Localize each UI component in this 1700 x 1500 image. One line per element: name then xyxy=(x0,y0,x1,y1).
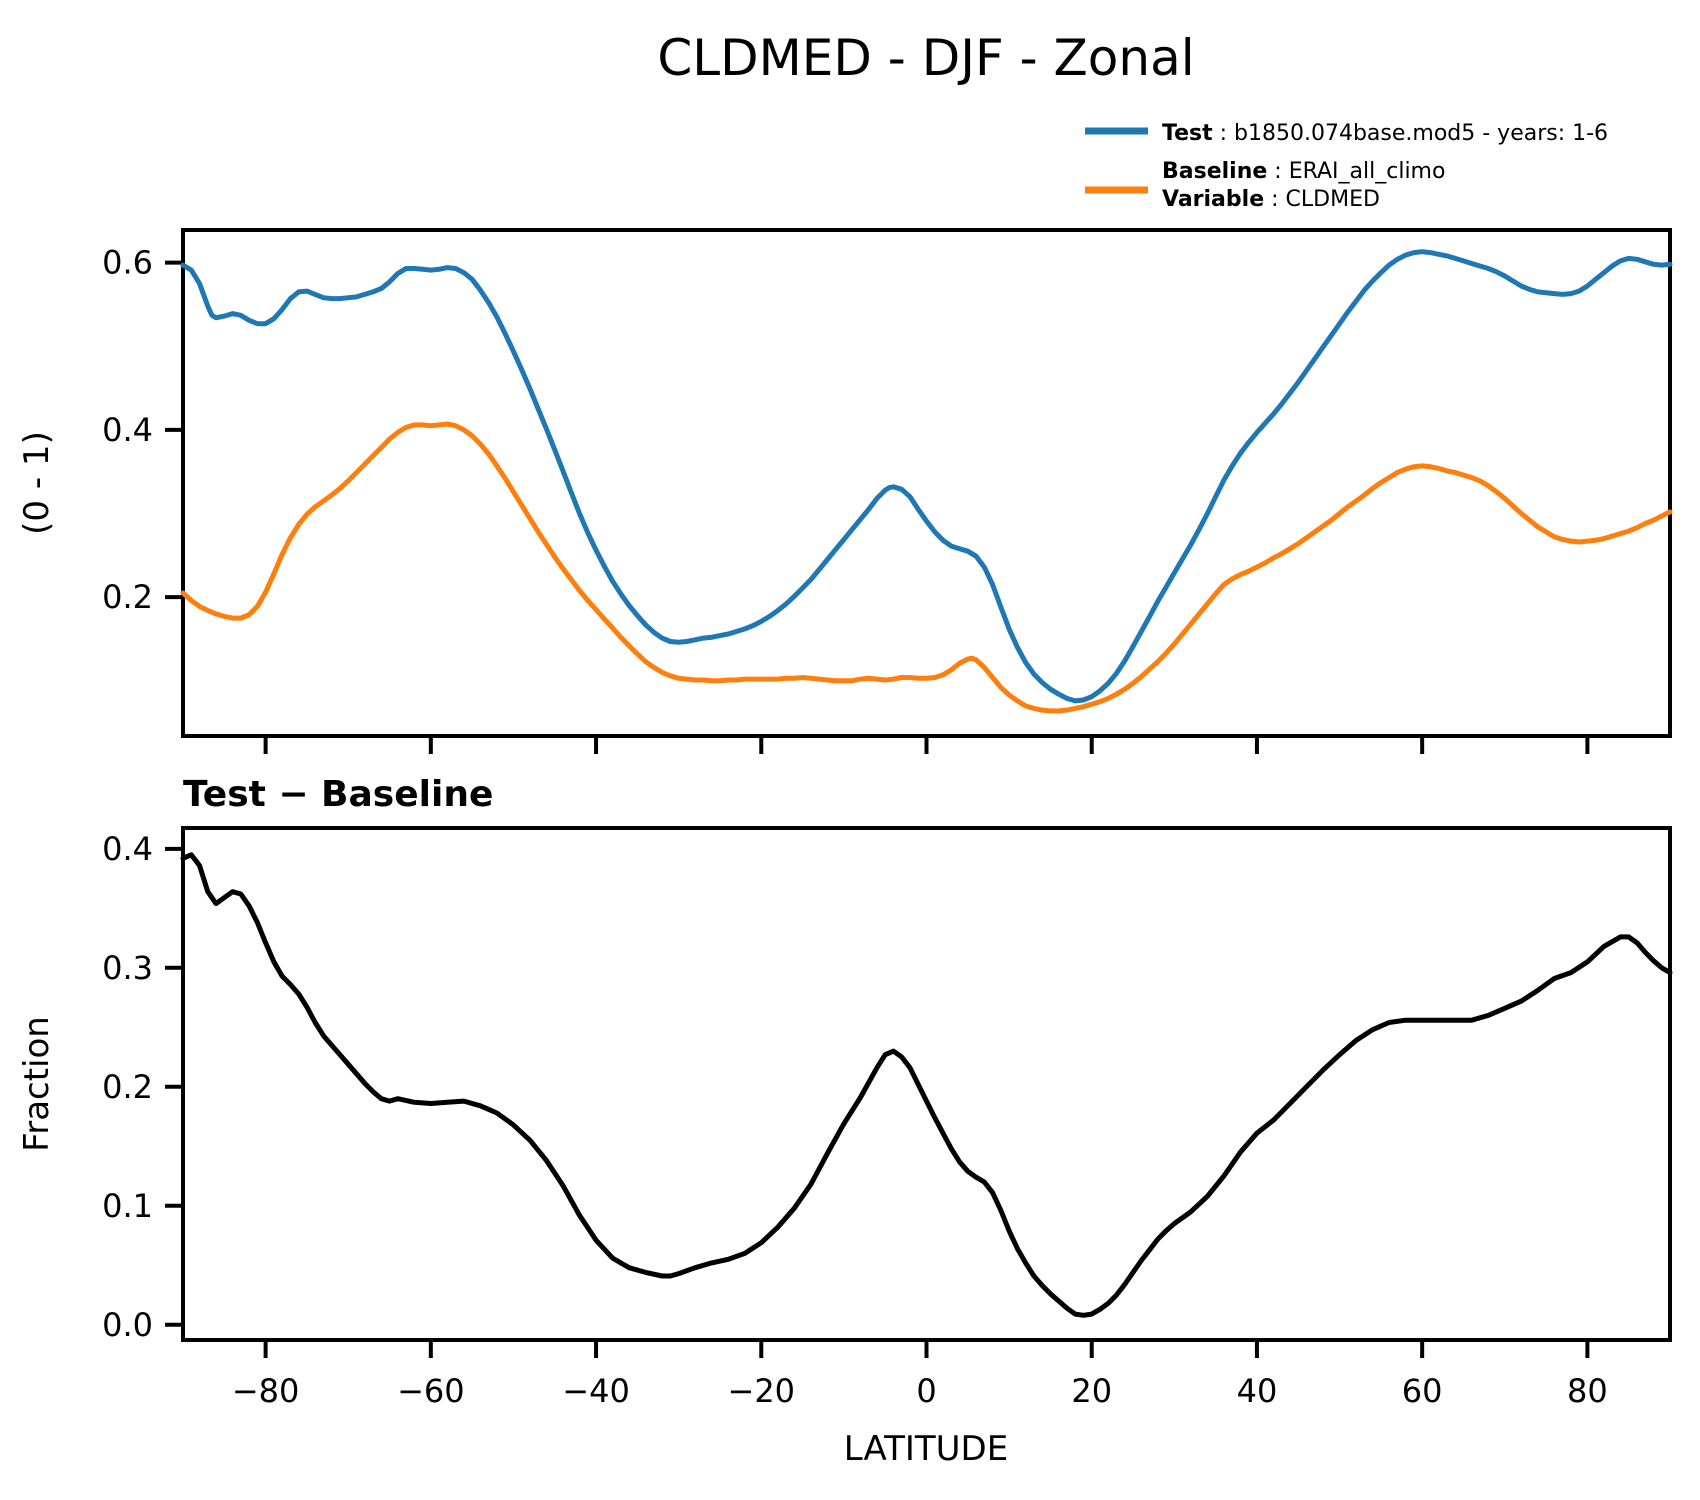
x-axis-label: LATITUDE xyxy=(844,1429,1008,1469)
bottom-y-axis-label: Fraction xyxy=(17,1016,57,1152)
y-tick-label: 0.6 xyxy=(102,244,153,282)
legend-baseline-value: : ERAI_all_climo xyxy=(1267,159,1445,184)
x-tick-label: 80 xyxy=(1567,1372,1608,1410)
y-tick-label: 0.0 xyxy=(102,1306,153,1344)
y-tick-label: 0.4 xyxy=(102,830,153,868)
y-tick-label: 0.3 xyxy=(102,949,153,987)
legend-variable-label: Variable xyxy=(1162,187,1264,212)
y-tick-label: 0.1 xyxy=(102,1187,153,1225)
x-tick-label: 60 xyxy=(1402,1372,1443,1410)
y-tick-label: 0.4 xyxy=(102,411,153,449)
x-tick-label: 20 xyxy=(1071,1372,1112,1410)
legend-baseline-label: Baseline xyxy=(1162,159,1267,184)
legend-test-value: : b1850.074base.mod5 - years: 1-6 xyxy=(1213,121,1608,146)
bottom-axes: 0.0 0.1 0.2 0.3 0.4 −80 −60 −40 −20 0 20 40 60 80 xyxy=(102,826,1673,1410)
legend: Test : b1850.074base.mod5 - years: 1-6 B… xyxy=(1085,121,1608,212)
series-line-test xyxy=(180,249,1673,704)
legend-baseline-entry: Baseline : ERAI_all_climo xyxy=(1162,159,1445,184)
x-tick-label: −40 xyxy=(562,1372,630,1410)
diff-plot-title: Test − Baseline xyxy=(183,774,493,815)
legend-test-label: Test xyxy=(1162,121,1213,146)
x-tick-label: −20 xyxy=(728,1372,796,1410)
y-tick-label: 0.2 xyxy=(102,578,153,616)
x-tick-label: 0 xyxy=(916,1372,936,1410)
legend-variable-value: : CLDMED xyxy=(1264,187,1380,212)
series-line-test-minus-baseline xyxy=(180,852,1673,1318)
x-tick-label: 40 xyxy=(1237,1372,1278,1410)
series-line-baseline xyxy=(180,421,1673,714)
top-y-axis-label: (0 - 1) xyxy=(17,431,57,535)
y-tick-label: 0.2 xyxy=(102,1068,153,1106)
legend-variable-entry: Variable : CLDMED xyxy=(1162,187,1380,212)
chart-title: CLDMED - DJF - Zonal xyxy=(657,29,1194,87)
legend-test-entry: Test : b1850.074base.mod5 - years: 1-6 xyxy=(1162,121,1608,146)
x-tick-label: −80 xyxy=(232,1372,300,1410)
x-tick-label: −60 xyxy=(397,1372,465,1410)
top-axes: 0.2 0.4 0.6 xyxy=(102,228,1673,754)
